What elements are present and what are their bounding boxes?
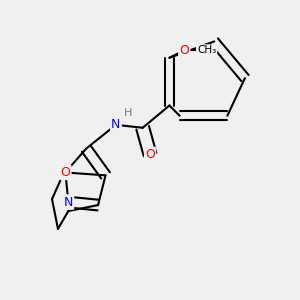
Text: O: O <box>179 44 189 57</box>
Text: O: O <box>145 148 155 161</box>
Text: CH₃: CH₃ <box>197 45 216 55</box>
Text: N: N <box>64 196 73 208</box>
Text: H: H <box>124 108 132 118</box>
Text: O: O <box>60 166 70 179</box>
Text: N: N <box>111 118 121 131</box>
